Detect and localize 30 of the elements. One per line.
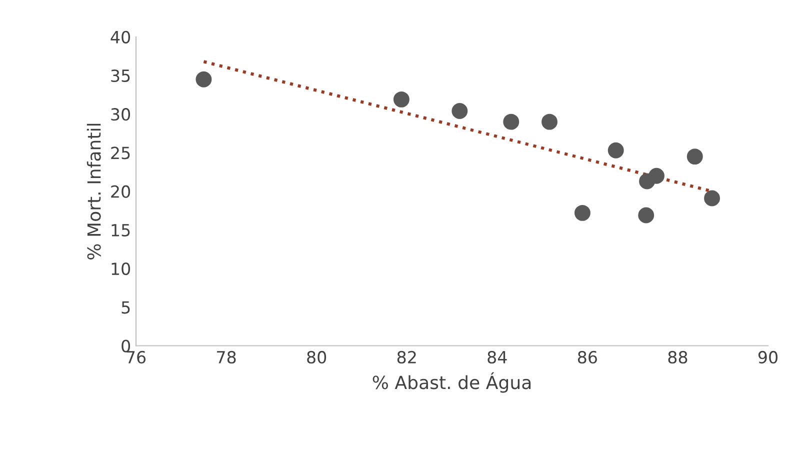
x-tick-label: 82 [397,350,416,364]
point [393,91,410,108]
point [503,114,520,130]
point [196,71,212,88]
x-tick-label: 84 [488,350,507,364]
y-tick-label: 15 [112,224,130,236]
x-tick-label: 86 [578,350,597,364]
point [574,204,590,221]
y-tick-label: 35 [111,69,130,82]
point [542,114,558,130]
x-tick-label: 78 [217,350,236,364]
y-tick-label: 0 [122,340,130,352]
y-tick-label: 5 [122,301,130,314]
x-tick-label: 90 [758,350,778,364]
x-tick-label: 80 [307,350,326,364]
point [704,190,720,206]
y-tick-label: 25 [111,146,130,160]
point [452,103,468,119]
x-tick-label: 88 [668,350,688,364]
y-axis-title: % Mort. Infantil [86,124,101,260]
x-tick-label: 76 [126,350,146,364]
point [648,168,664,184]
y-tick-label: 10 [112,262,130,276]
x-axis-title: % Abast. de Água [372,372,531,393]
point [638,207,654,224]
y-tick-label: 30 [111,108,130,121]
y-tick-label: 40 [110,30,130,44]
y-tick-label: 20 [111,185,130,198]
point [686,148,703,165]
point [608,142,624,158]
